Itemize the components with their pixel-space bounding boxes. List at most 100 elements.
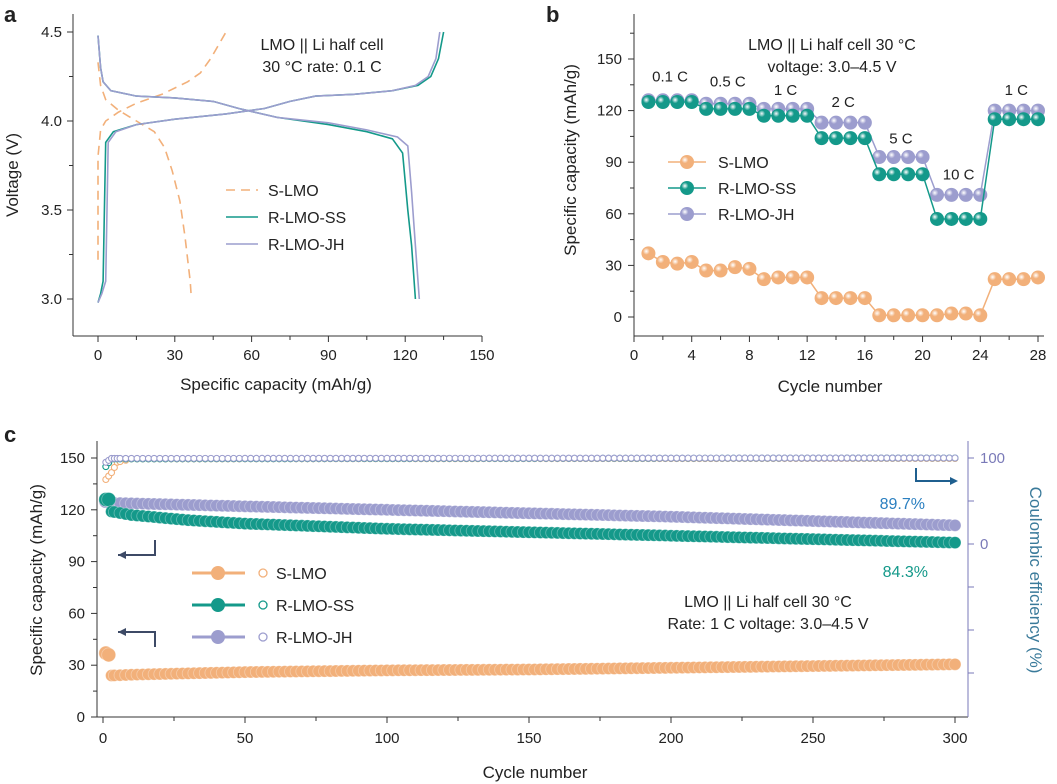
- rate-label: 0.5 C: [710, 74, 746, 91]
- efficiency-r-lmo-jh-marker: [656, 454, 664, 462]
- panel-b: b 0 4 8 12 16 20 24 28 0 30 60 90 120 150 0.1 C 0.5 C 1…: [546, 2, 1046, 396]
- x-tick-label: 100: [374, 730, 399, 747]
- efficiency-s-lmo-marker: [107, 469, 116, 477]
- efficiency-r-lmo-jh-marker: [542, 454, 550, 462]
- efficiency-r-lmo-jh-marker: [593, 454, 601, 462]
- efficiency-r-lmo-jh-marker: [815, 454, 823, 462]
- efficiency-r-lmo-jh-marker: [372, 454, 380, 462]
- series-s-lmo-marker: [800, 270, 815, 285]
- efficiency-r-lmo-jh-marker: [252, 454, 260, 462]
- efficiency-r-lmo-jh-marker: [389, 454, 397, 462]
- efficiency-r-lmo-jh-marker: [428, 454, 436, 462]
- efficiency-r-lmo-jh-marker: [218, 454, 226, 462]
- efficiency-r-lmo-jh-marker: [758, 454, 766, 462]
- x-tick-label: 120: [393, 347, 418, 364]
- panel-b-annotation-line-1: LMO || Li half cell 30 °C: [748, 37, 916, 54]
- y-tick-label: 4.5: [41, 24, 62, 41]
- panel-c-x-label: Cycle number: [483, 763, 588, 782]
- efficiency-r-lmo-jh-marker: [474, 454, 482, 462]
- legend-swatch-marker: [211, 598, 225, 612]
- efficiency-r-lmo-jh-marker: [224, 454, 232, 462]
- efficiency-r-lmo-jh-marker: [923, 454, 931, 462]
- rate-label: 10 C: [943, 166, 975, 183]
- efficiency-r-lmo-jh-marker: [695, 454, 703, 462]
- series-s-lmo-marker: [857, 291, 872, 306]
- efficiency-r-lmo-jh-marker: [161, 454, 170, 462]
- series-r-lmo-jh-marker: [886, 150, 901, 165]
- series-s-lmo-marker: [814, 291, 829, 306]
- efficiency-r-lmo-jh-marker: [781, 454, 789, 462]
- efficiency-r-lmo-jh-marker: [315, 454, 323, 462]
- efficiency-r-lmo-jh-marker: [633, 454, 641, 462]
- series-s-lmo-marker: [785, 270, 800, 285]
- series-r-lmo-ss-marker: [684, 95, 699, 109]
- x-tick-label: 0: [630, 347, 638, 364]
- series-r-lmo-jh-marker: [958, 187, 973, 202]
- series-s-lmo-marker: [670, 256, 685, 271]
- efficiency-r-lmo-jh-marker: [917, 454, 925, 462]
- efficiency-r-lmo-jh-marker: [196, 454, 204, 462]
- panel-c-y-label-right: Coulombic efficiency (%): [1026, 487, 1045, 674]
- efficiency-r-lmo-jh-marker: [207, 454, 215, 462]
- series-r-lmo-ss-marker: [886, 167, 901, 182]
- efficiency-r-lmo-jh-marker: [258, 454, 266, 462]
- series-r-lmo-ss-marker: [843, 131, 858, 146]
- left-axis-arrow-2: [118, 631, 156, 647]
- y-tick-label: 3.5: [41, 202, 62, 219]
- y-tick-label: 90: [68, 554, 85, 571]
- efficiency-r-lmo-jh-marker: [377, 454, 385, 462]
- legend-label: R-LMO-JH: [276, 630, 352, 647]
- x-tick-label: 60: [243, 347, 260, 364]
- efficiency-r-lmo-jh-marker: [360, 454, 368, 462]
- efficiency-r-lmo-jh-marker: [491, 454, 499, 462]
- y-tick-label: 3.0: [41, 291, 62, 308]
- efficiency-r-lmo-jh-marker: [264, 454, 272, 462]
- efficiency-r-lmo-jh-marker: [894, 454, 902, 462]
- efficiency-r-lmo-jh-marker: [877, 454, 885, 462]
- panel-b-y-label: Specific capacity (mAh/g): [561, 64, 580, 256]
- efficiency-r-lmo-jh-marker: [911, 454, 919, 462]
- series-s-lmo-marker: [684, 254, 699, 269]
- panel-b-annotation-line-2: voltage: 3.0–4.5 V: [768, 59, 897, 76]
- x-tick-label: 28: [1030, 347, 1047, 364]
- efficiency-r-lmo-jh-marker: [230, 454, 238, 462]
- series-r-lmo-ss-marker: [987, 112, 1002, 127]
- series-s-lmo-marker: [1002, 272, 1017, 287]
- efficiency-r-lmo-jh-marker: [775, 454, 783, 462]
- efficiency-r-lmo-jh-marker: [644, 454, 652, 462]
- efficiency-r-lmo-jh-marker: [616, 454, 624, 462]
- series-r-lmo-ss-marker: [958, 211, 973, 226]
- series-s-lmo-marker: [973, 308, 988, 323]
- legend-swatch-open-marker: [258, 632, 268, 642]
- efficiency-r-lmo-jh-marker: [752, 454, 760, 462]
- right-axis-arrow: [915, 468, 954, 482]
- efficiency-r-lmo-jh-marker: [144, 454, 152, 462]
- y-tick-label: 90: [605, 154, 622, 171]
- efficiency-r-lmo-jh-marker: [383, 454, 391, 462]
- efficiency-r-lmo-jh-marker: [803, 454, 811, 462]
- series-r-lmo-jh-marker: [944, 187, 959, 202]
- rate-label: 1 C: [774, 82, 798, 99]
- efficiency-r-lmo-jh-marker: [792, 454, 800, 462]
- x-tick-label: 30: [166, 347, 183, 364]
- efficiency-r-lmo-jh-marker: [849, 454, 857, 462]
- legend-swatch-marker: [211, 630, 225, 644]
- efficiency-r-lmo-jh-marker: [298, 454, 306, 462]
- panel-a-annotation-line-2: 30 °C rate: 0.1 C: [262, 59, 381, 76]
- x-tick-label: 50: [237, 730, 254, 747]
- y-tick-label: 30: [605, 257, 622, 274]
- efficiency-r-lmo-jh-marker: [587, 454, 596, 462]
- efficiency-r-lmo-jh-marker: [735, 454, 743, 462]
- series-r-lmo-ss-marker: [641, 95, 656, 109]
- x-tick-label: 90: [320, 347, 337, 364]
- series-r-lmo-ss-marker: [655, 95, 670, 109]
- series-s-lmo-marker: [771, 270, 786, 285]
- panel-c: c 0 50 100 150 200 250 300 0 30 60 90 120 150 0 100 LM…: [4, 422, 1045, 782]
- right-y-tick-label: 0: [980, 536, 988, 553]
- series-s-lmo-marker: [699, 263, 714, 278]
- x-tick-label: 150: [469, 347, 494, 364]
- efficiency-r-lmo-jh-marker: [906, 454, 914, 462]
- efficiency-r-lmo-jh-marker: [690, 454, 698, 462]
- efficiency-r-lmo-jh-marker: [150, 454, 158, 462]
- retention-label-ss: 84.3%: [883, 564, 928, 581]
